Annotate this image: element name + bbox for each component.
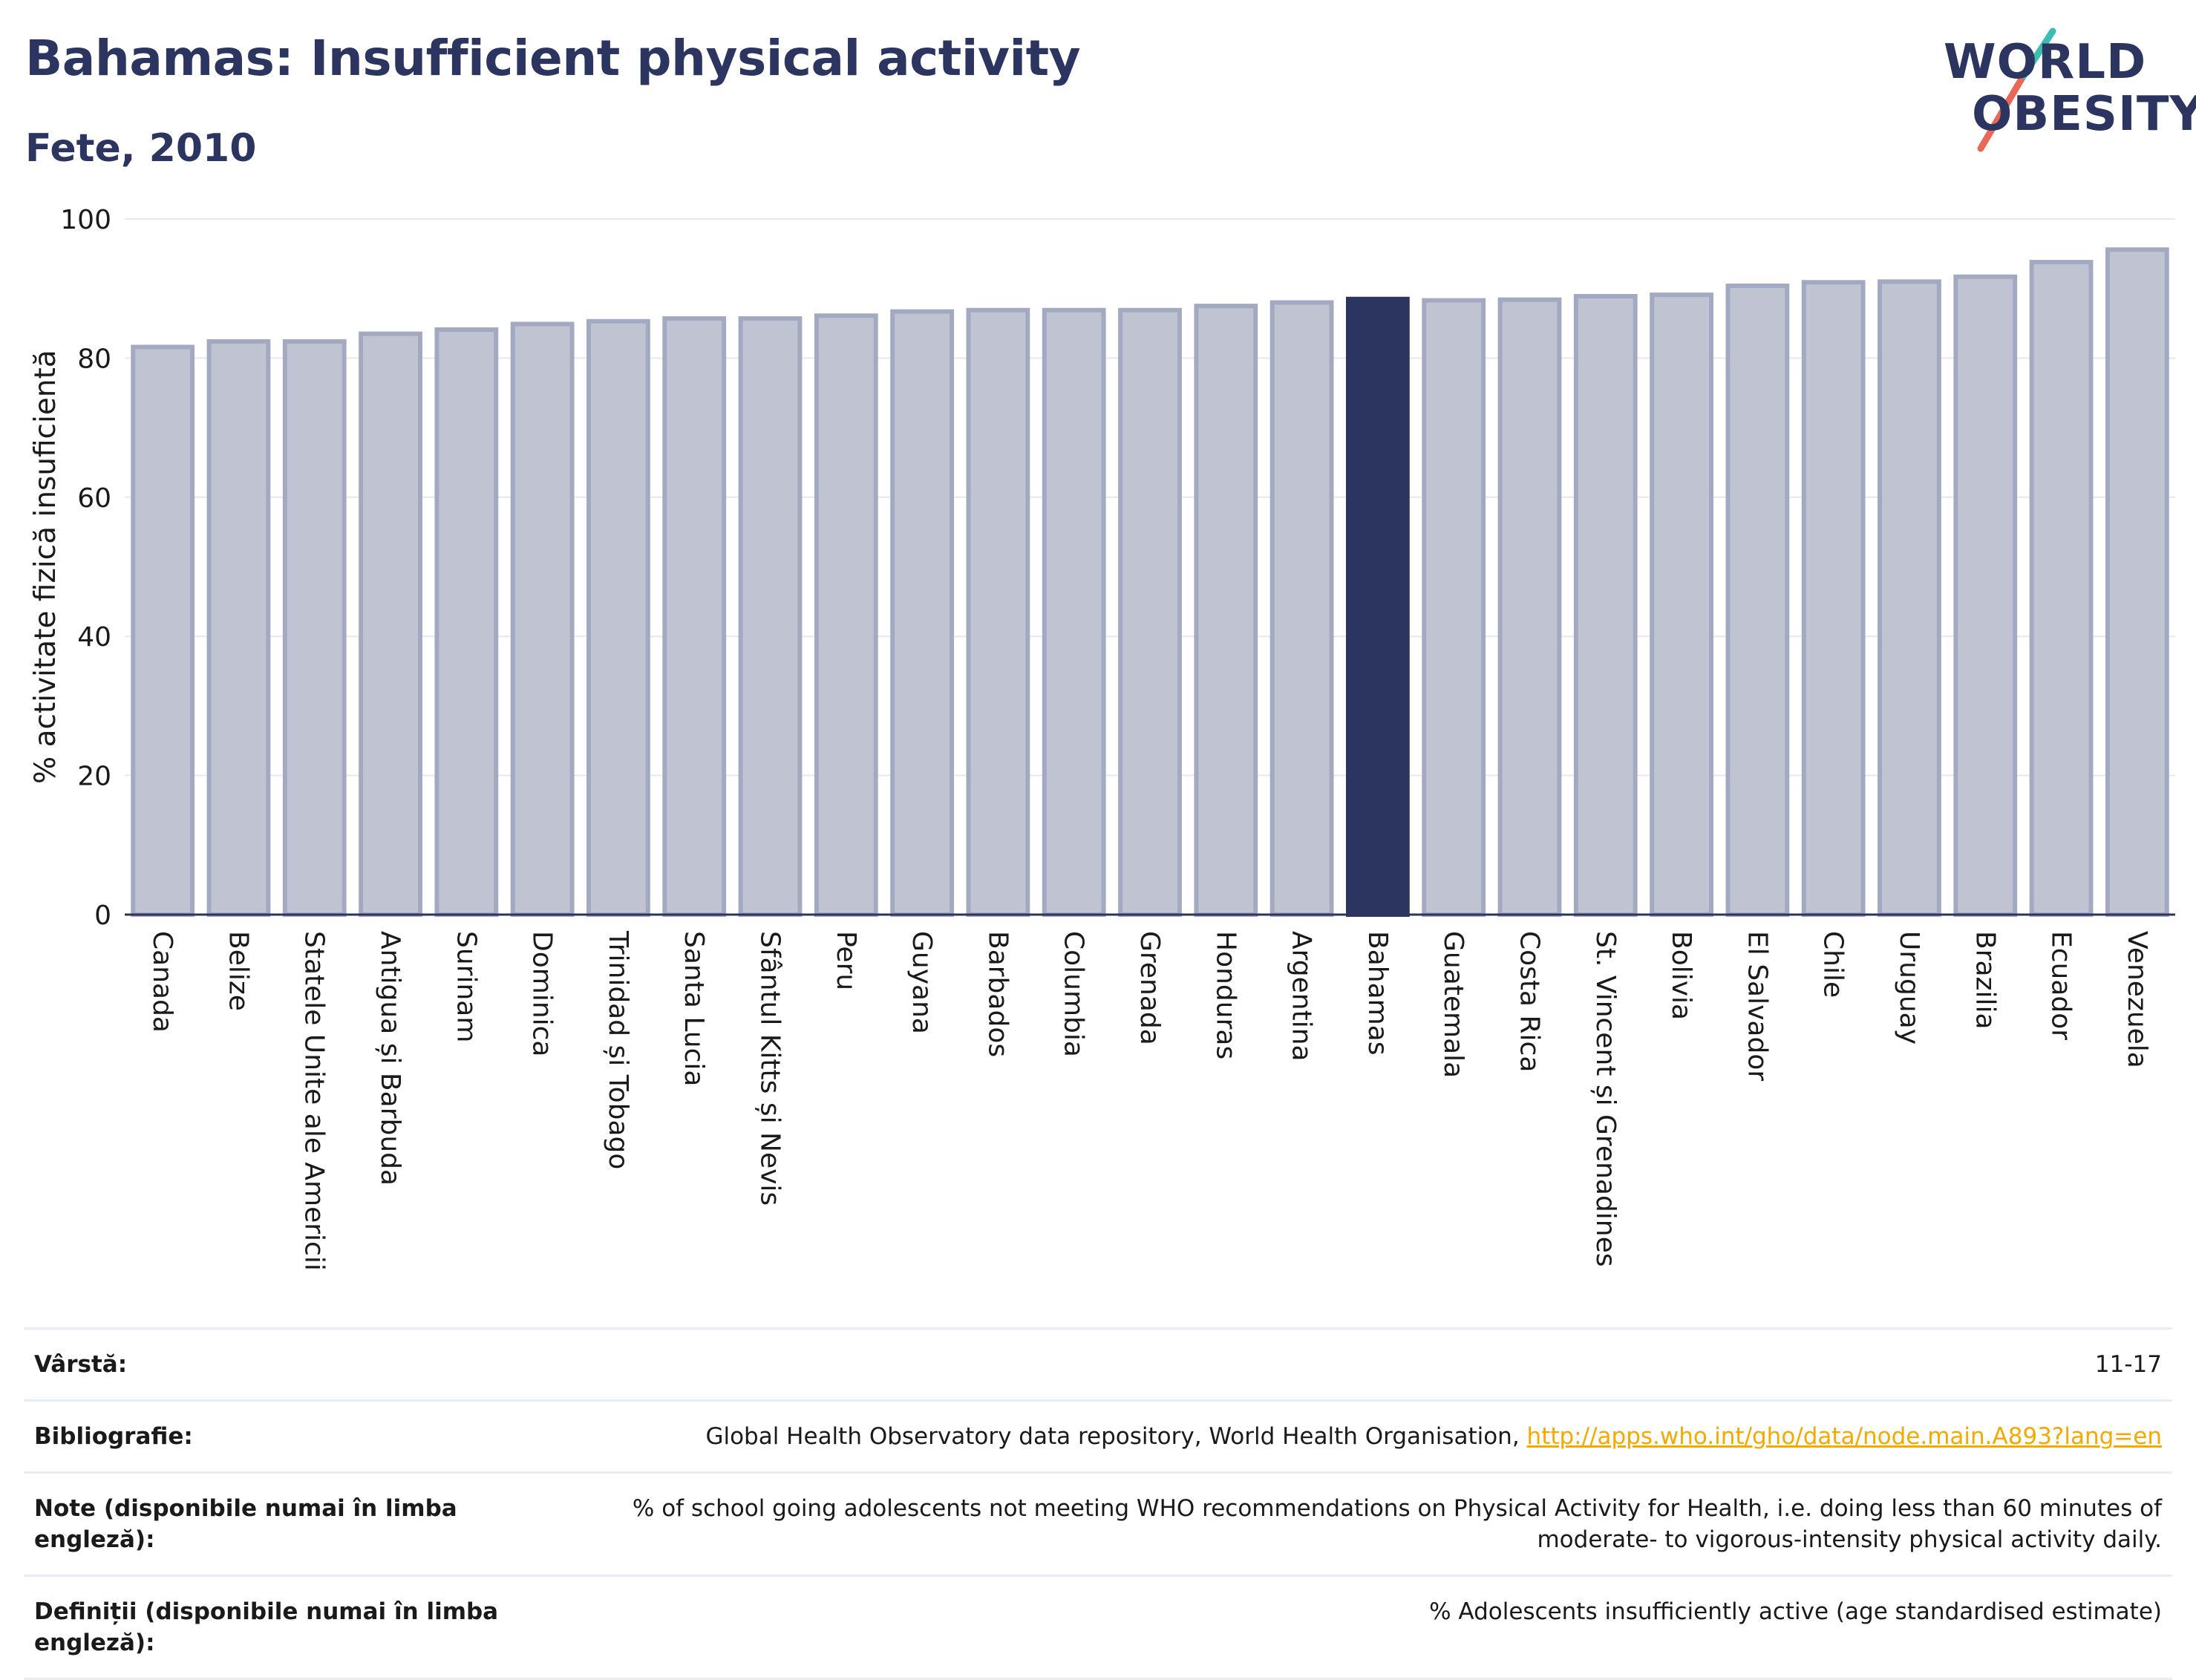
x-tick-label: Peru <box>831 931 861 990</box>
info-row-age: Vârstă: 11-17 <box>24 1327 2172 1401</box>
y-axis-label: % activitate fizică insuficientă <box>29 350 62 784</box>
bar <box>662 316 727 917</box>
bar <box>359 331 422 918</box>
world-obesity-logo: WORLD OBESITY <box>1930 22 2196 156</box>
bar <box>282 339 347 918</box>
bar <box>1650 292 1713 917</box>
x-tick-label: Chile <box>1818 931 1849 998</box>
bar <box>738 316 803 917</box>
x-tick-label: St. Vincent și Grenadines <box>1590 931 1621 1267</box>
x-tick-label: Honduras <box>1210 931 1241 1059</box>
bar <box>814 313 878 918</box>
bar <box>1497 297 1562 917</box>
chart-title: Bahamas: Insufficient physical activity <box>25 30 1081 87</box>
x-tick-label: Columbia <box>1059 931 1089 1057</box>
age-label: Vârstă: <box>24 1327 535 1401</box>
x-tick-label: Canada <box>147 931 177 1033</box>
notes-value: % of school going adolescents not meetin… <box>535 1471 2172 1576</box>
x-tick-label: Bolivia <box>1666 931 1696 1020</box>
bar <box>1801 280 1866 917</box>
x-tick-label: Bahamas <box>1362 931 1393 1056</box>
x-tick-label: Santa Lucia <box>679 931 709 1086</box>
bar <box>206 339 271 918</box>
definitions-value: % Adolescents insufficiently active (age… <box>535 1575 2172 1680</box>
bar <box>510 321 575 917</box>
x-tick-label: Surinam <box>451 931 481 1042</box>
x-tick-label: Venezuela <box>2122 931 2152 1068</box>
y-tick-label: 60 <box>77 483 111 514</box>
x-tick-label: Statele Unite ale Americii <box>299 931 330 1271</box>
info-row-definitions: Definiții (disponibile numai în limba en… <box>24 1575 2172 1680</box>
x-tick-label: Antigua și Barbuda <box>375 931 405 1186</box>
bar <box>1269 300 1334 917</box>
x-tick-label: Guyana <box>906 931 937 1034</box>
bar <box>2029 260 2094 918</box>
bar <box>434 327 499 918</box>
x-tick-label: Dominica <box>527 931 558 1057</box>
chart-subtitle: Fete, 2010 <box>25 126 257 171</box>
x-tick-label: Brazilia <box>1970 931 2000 1030</box>
bar <box>966 307 1030 917</box>
bar <box>1878 279 1941 917</box>
x-tick-labels: Canada Belize Statele Unite ale Americii An… <box>147 930 2152 1271</box>
info-row-notes: Note (disponibile numai în limba engleză… <box>24 1471 2172 1576</box>
bar <box>2105 247 2169 917</box>
bar <box>1573 294 1638 917</box>
x-tick-label: Trinidad și Tobago <box>603 930 633 1169</box>
bar <box>1345 296 1410 917</box>
y-tick-label: 80 <box>77 344 111 374</box>
x-tick-label: Argentina <box>1287 931 1317 1062</box>
y-tick-label: 20 <box>77 762 111 792</box>
bar <box>1953 274 2018 917</box>
bar-chart: 0 20 40 60 80 100 Canada Belize Statele Unite a… <box>29 205 2175 1271</box>
bibliography-value: Global Health Observatory data repositor… <box>535 1399 2172 1473</box>
info-row-bibliography: Bibliografie: Global Health Observatory … <box>24 1399 2172 1473</box>
bibliography-link[interactable]: http://apps.who.int/gho/data/node.main.A… <box>1526 1423 2162 1450</box>
x-tick-label: Grenada <box>1134 931 1165 1045</box>
bar <box>1042 307 1106 917</box>
x-tick-label: Costa Rica <box>1514 931 1544 1072</box>
x-tick-label: Uruguay <box>1894 931 1924 1045</box>
x-tick-label: Ecuador <box>2046 931 2076 1040</box>
bars <box>131 247 2169 918</box>
y-tick-label: 100 <box>60 205 111 235</box>
bar <box>1194 304 1258 917</box>
x-tick-label: Belize <box>223 931 253 1011</box>
age-value: 11-17 <box>535 1327 2172 1401</box>
notes-label: Note (disponibile numai în limba engleză… <box>24 1471 535 1576</box>
x-tick-label: Guatemala <box>1438 931 1468 1078</box>
bibliography-text: Global Health Observatory data repositor… <box>705 1423 1527 1450</box>
info-table: Vârstă: 11-17 Bibliografie: Global Healt… <box>24 1327 2172 1680</box>
definitions-label: Definiții (disponibile numai în limba en… <box>24 1575 535 1680</box>
x-tick-label: Sfântul Kitts și Nevis <box>755 931 785 1206</box>
y-tick-labels: 0 20 40 60 80 100 <box>60 205 111 931</box>
y-tick-label: 40 <box>77 622 111 653</box>
y-tick-label: 0 <box>94 901 111 931</box>
bar <box>1725 283 1790 917</box>
bar <box>1118 307 1182 917</box>
bar <box>586 318 650 917</box>
bar <box>890 309 955 918</box>
x-tick-label: Barbados <box>982 931 1013 1057</box>
x-tick-label: El Salvador <box>1742 931 1772 1081</box>
bibliography-label: Bibliografie: <box>24 1399 535 1473</box>
logo-line1: WORLD <box>1944 35 2147 90</box>
bar <box>1422 298 1486 917</box>
logo-slash-icon <box>1977 27 2056 152</box>
logo-line2: OBESITY <box>1972 87 2196 142</box>
bar <box>131 344 195 917</box>
